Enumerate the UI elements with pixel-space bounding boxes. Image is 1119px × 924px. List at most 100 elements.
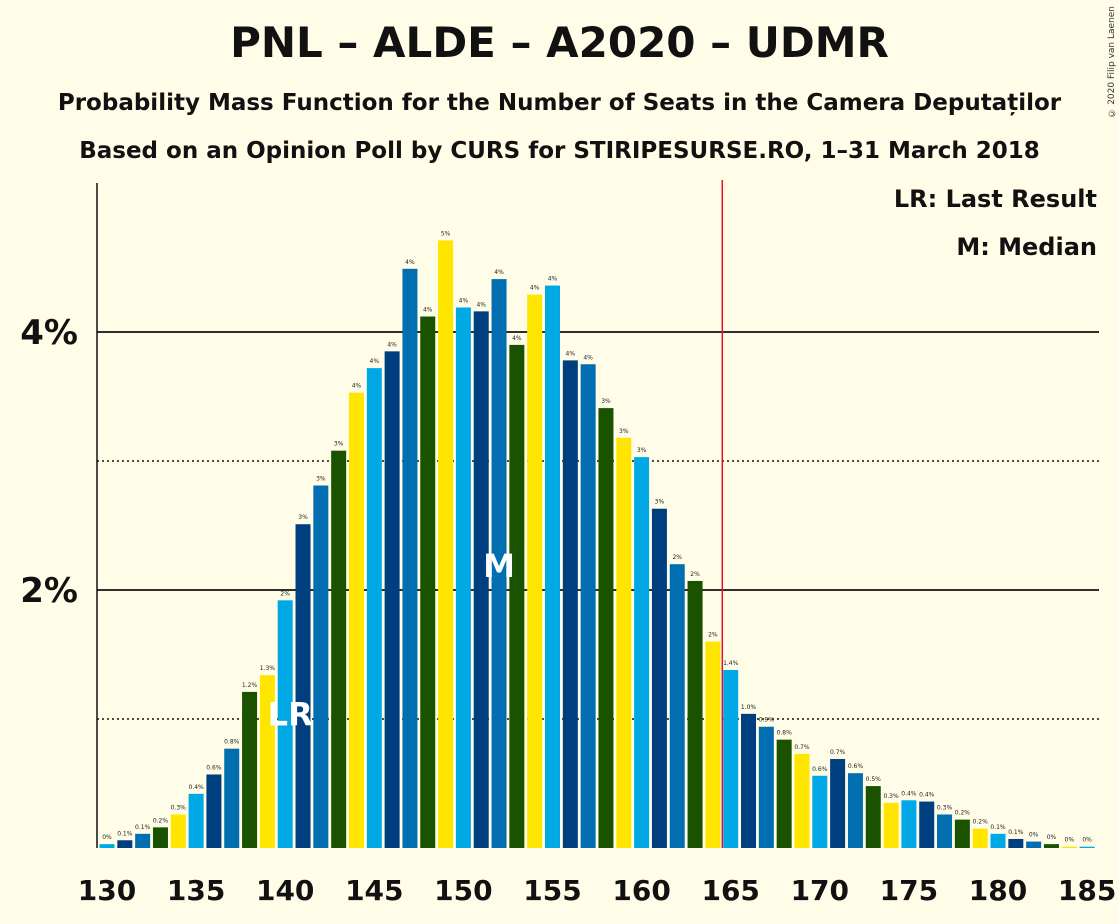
y-tick-label: 2%	[20, 571, 78, 611]
data-label: 4%	[583, 354, 593, 361]
bar-seat-171	[830, 758, 846, 848]
data-label: 0.8%	[224, 739, 240, 746]
bar-seat-139	[259, 675, 275, 848]
bar-seat-137	[224, 748, 240, 848]
x-tick-label: 180	[969, 874, 1027, 907]
data-label: 0.4%	[919, 792, 935, 799]
data-label: 4%	[530, 285, 540, 292]
median-marker: M	[483, 547, 515, 585]
data-label: 1.4%	[723, 660, 739, 667]
data-label: 4%	[566, 350, 576, 357]
bar-seat-144	[348, 392, 364, 848]
x-tick-label: 135	[167, 874, 225, 907]
data-label: 5%	[441, 230, 451, 237]
data-label: 0%	[1065, 837, 1075, 844]
bar-seat-149	[438, 240, 454, 848]
bar-seat-162	[669, 564, 685, 848]
x-tick-label: 185	[1058, 874, 1116, 907]
data-label: 0.6%	[848, 763, 864, 770]
bar-seat-164	[705, 641, 721, 848]
chart-subtitle-1: Probability Mass Function for the Number…	[57, 90, 1062, 116]
bar-seat-150	[455, 307, 471, 848]
legend-median: M: Median	[956, 233, 1097, 261]
data-label: 0.6%	[812, 766, 828, 773]
bar-seat-161	[651, 508, 667, 848]
bar-seat-175	[901, 800, 917, 848]
bar-seat-185	[1079, 846, 1095, 848]
bar-seat-157	[580, 364, 596, 848]
bar-seat-178	[954, 819, 970, 848]
x-tick-label: 140	[256, 874, 314, 907]
bar-seat-180	[990, 833, 1006, 848]
bar-seat-133	[152, 827, 168, 848]
bar-seat-136	[206, 774, 222, 848]
data-label: 0.6%	[206, 764, 222, 771]
bar-seat-156	[562, 360, 578, 848]
data-label: 3%	[334, 441, 344, 448]
chart-title: PNL – ALDE – A2020 – UDMR	[230, 18, 889, 67]
bar-seat-130	[99, 844, 115, 848]
data-label: 3%	[316, 476, 326, 483]
data-label: 0.4%	[188, 784, 204, 791]
bar-seat-166	[741, 713, 757, 848]
data-label: 3%	[601, 398, 611, 405]
data-label: 0%	[1047, 834, 1057, 841]
legend-last-result: LR: Last Result	[893, 185, 1097, 213]
bar-seat-148	[420, 316, 436, 848]
data-label: 0.2%	[973, 819, 989, 826]
data-label: 0.2%	[955, 810, 971, 817]
last-result-marker: LR	[268, 695, 313, 733]
data-label: 4%	[387, 341, 397, 348]
bar-seat-184	[1061, 846, 1077, 848]
bar-seat-134	[170, 814, 186, 848]
bar-seat-182	[1026, 841, 1042, 848]
x-tick-label: 170	[791, 874, 849, 907]
bar-seat-174	[883, 802, 899, 848]
data-label: 4%	[423, 307, 433, 314]
bar-seat-181	[1008, 838, 1024, 848]
data-label: 0.7%	[830, 749, 846, 756]
bar-seat-155	[545, 285, 560, 848]
data-label: 2%	[690, 571, 700, 578]
x-tick-label: 165	[701, 874, 759, 907]
data-label: 0.8%	[777, 730, 793, 737]
bar-seat-140	[277, 600, 293, 848]
data-label: 0%	[102, 834, 112, 841]
data-label: 4%	[370, 358, 380, 365]
bar-seat-158	[598, 408, 614, 848]
bar-seat-165	[723, 669, 739, 848]
bar-seat-141	[295, 524, 311, 848]
bar-seat-138	[242, 691, 258, 848]
data-label: 3%	[619, 428, 629, 435]
data-label: 1.2%	[242, 682, 258, 689]
data-label: 0.4%	[901, 790, 917, 797]
bar-seat-131	[117, 840, 133, 848]
data-label: 3%	[655, 499, 665, 506]
data-label: 0.1%	[117, 830, 133, 837]
data-label: 2%	[672, 554, 682, 561]
data-label: 0.1%	[1008, 829, 1024, 836]
data-label: 4%	[405, 259, 415, 266]
x-tick-label: 160	[612, 874, 670, 907]
data-label: 0.2%	[153, 817, 169, 824]
data-label: 0.5%	[866, 776, 882, 783]
bar-seat-176	[919, 801, 935, 848]
data-label: 2%	[708, 632, 718, 639]
bar-seat-143	[331, 450, 347, 848]
bar-seat-153	[509, 344, 525, 848]
bar-seat-152	[491, 279, 507, 848]
bar-seat-147	[402, 268, 418, 848]
bar-seat-172	[847, 773, 863, 848]
data-label: 0.1%	[990, 824, 1006, 831]
data-label: 4%	[352, 383, 362, 390]
chart-subtitle-2: Based on an Opinion Poll by CURS for STI…	[79, 138, 1040, 164]
data-label: 0.3%	[937, 804, 953, 811]
bar-seat-168	[776, 739, 792, 848]
bar-seat-169	[794, 753, 810, 848]
data-label: 1.0%	[741, 704, 757, 711]
data-label: 0%	[1082, 837, 1092, 844]
data-label: 4%	[512, 335, 522, 342]
bar-seat-179	[972, 828, 988, 848]
data-label: 2%	[280, 590, 290, 597]
